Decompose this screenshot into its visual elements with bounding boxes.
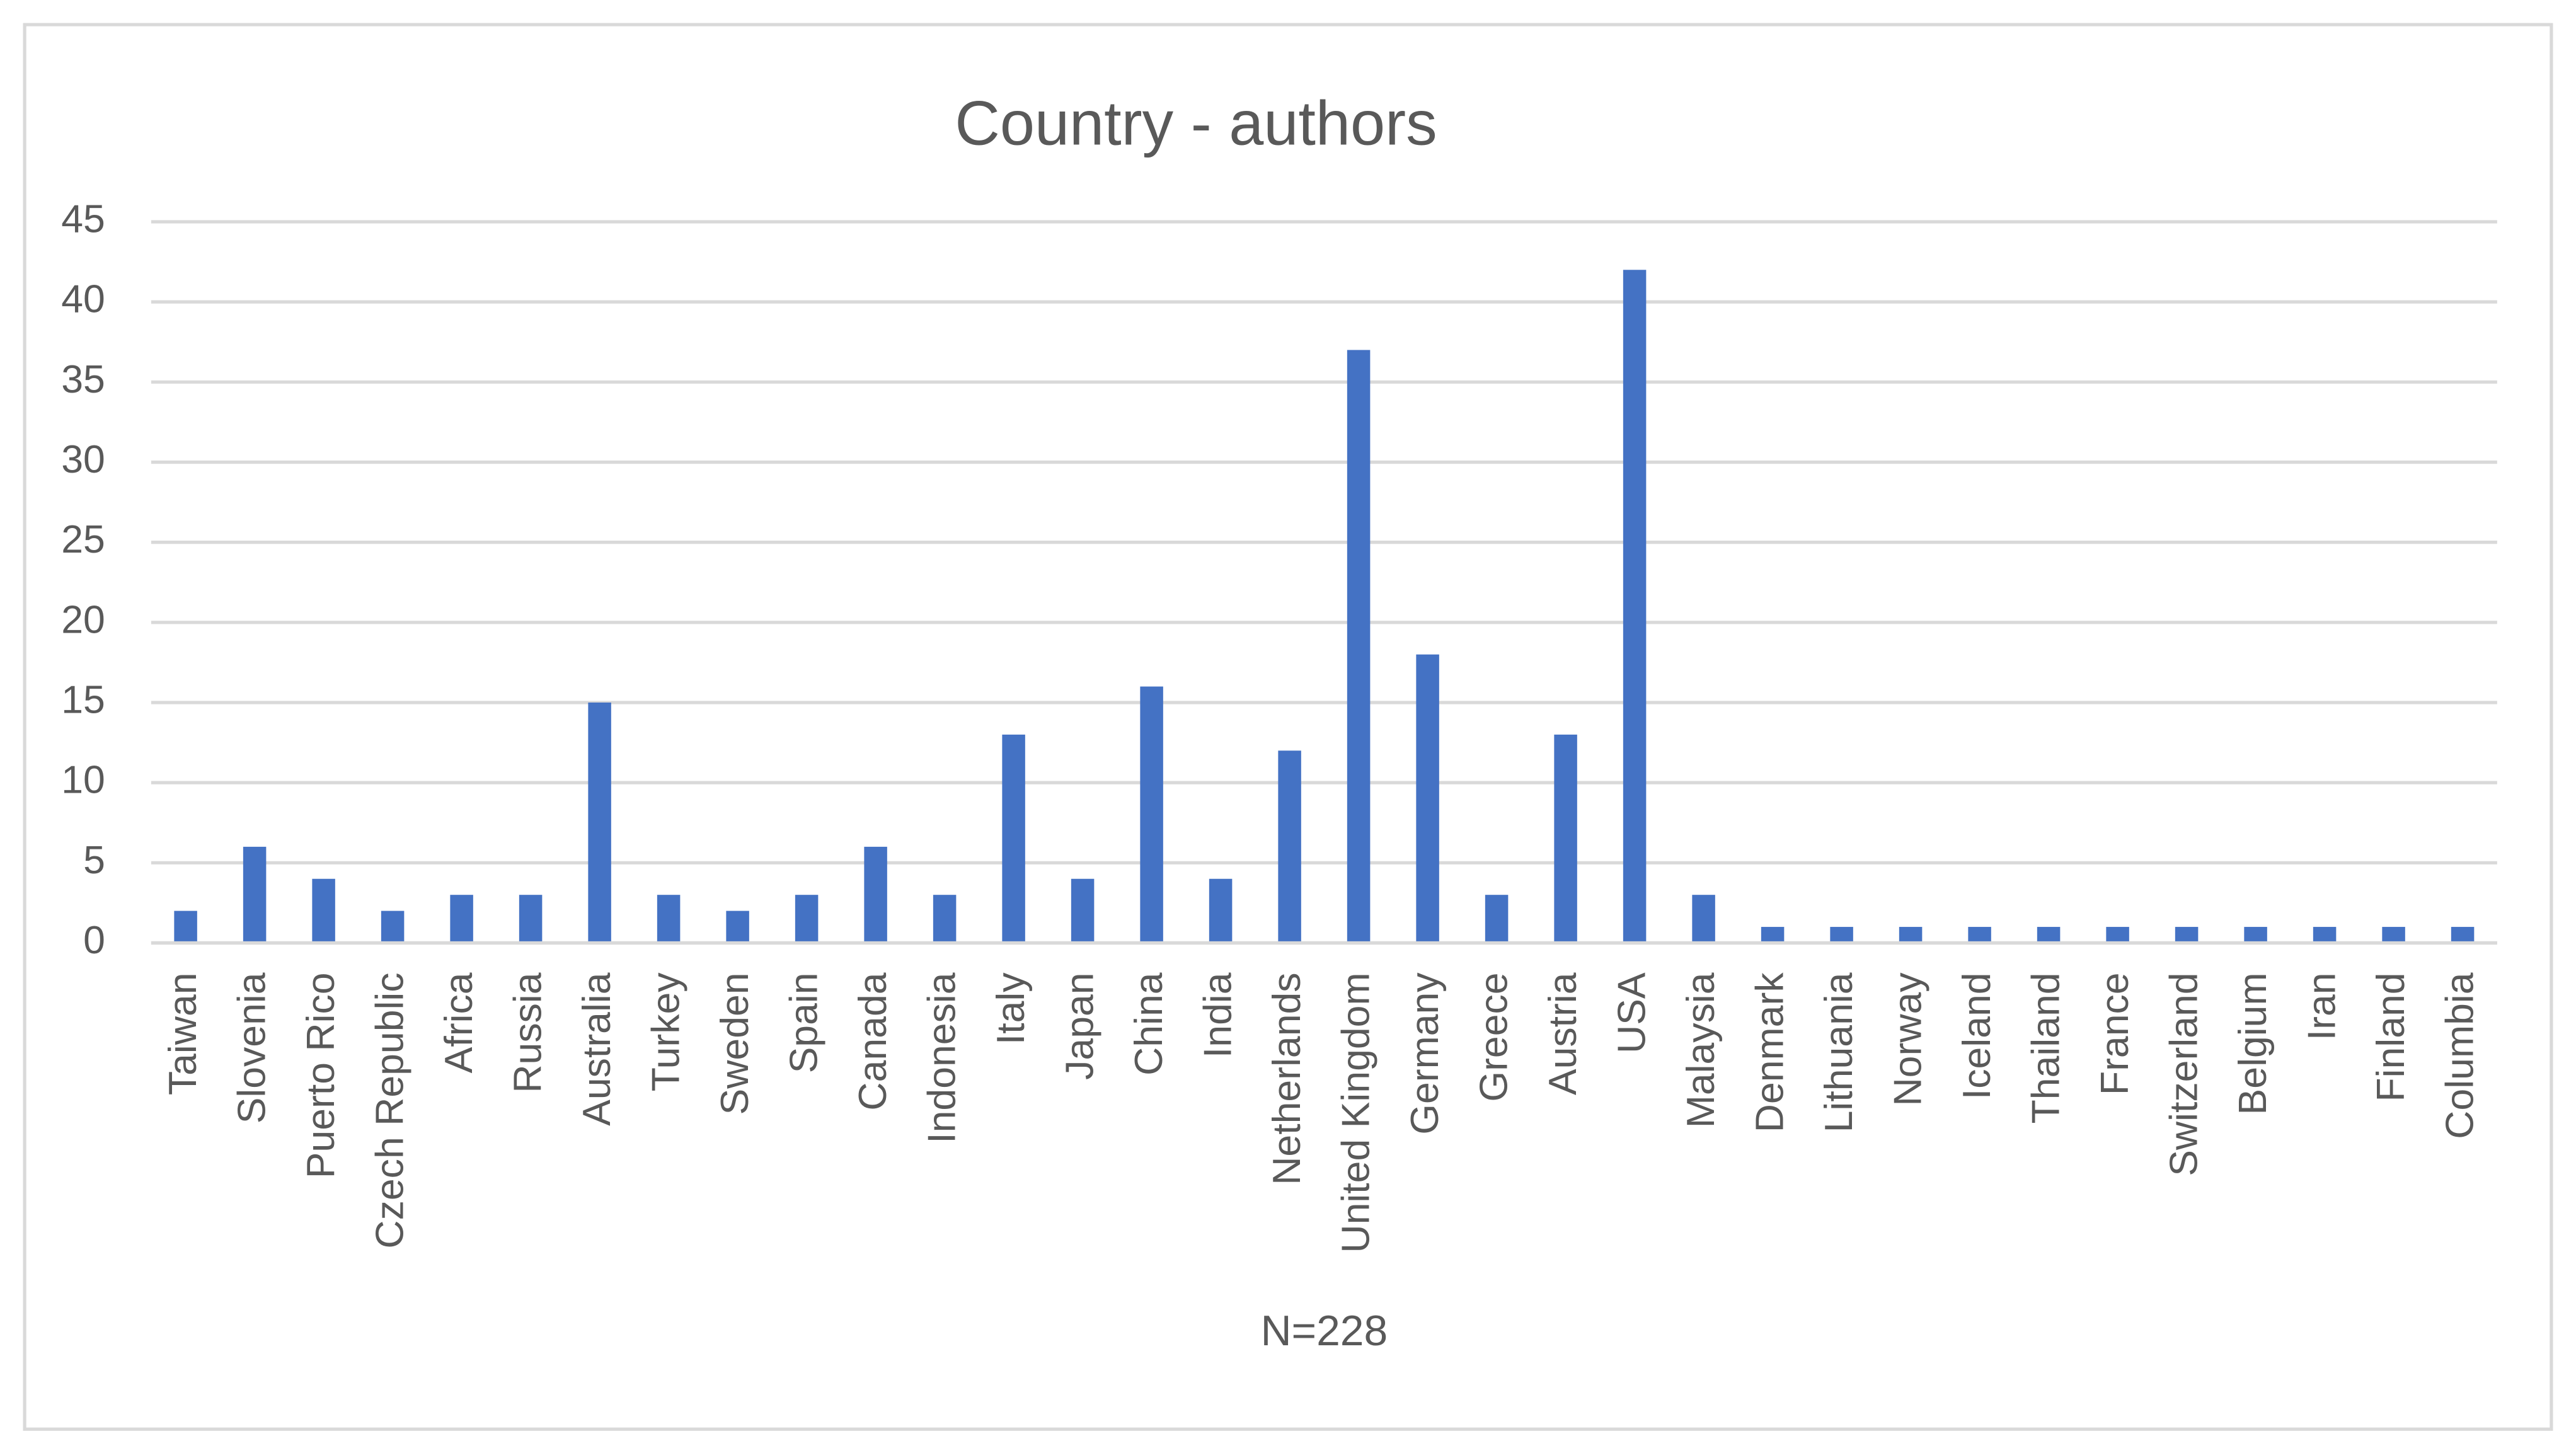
bar	[1347, 350, 1371, 943]
bar	[2037, 927, 2061, 943]
y-tick-label: 5	[83, 838, 105, 882]
bar	[519, 895, 543, 943]
bar	[381, 910, 405, 943]
x-tick-label: Czech Republic	[368, 972, 412, 1248]
bar	[1071, 878, 1095, 943]
x-tick-label: United Kingdom	[1334, 972, 1378, 1253]
x-tick-label: Africa	[437, 972, 481, 1073]
bar	[933, 895, 957, 943]
bar	[1830, 927, 1853, 943]
bar	[1002, 734, 1025, 943]
x-tick-label: Norway	[1886, 972, 1930, 1106]
x-tick-label: Iran	[2300, 972, 2344, 1040]
y-tick-label: 40	[61, 277, 105, 321]
x-tick-label: Malaysia	[1679, 972, 1723, 1128]
x-tick-label: Lithuania	[1817, 972, 1861, 1132]
x-tick-label: Belgium	[2231, 972, 2275, 1115]
x-tick-label: Finland	[2369, 972, 2413, 1101]
bar	[1485, 895, 1509, 943]
y-tick-label: 20	[61, 597, 105, 641]
x-tick-label: USA	[1610, 972, 1654, 1054]
bar	[2175, 927, 2199, 943]
bar	[1278, 750, 1301, 943]
bar	[1416, 654, 1439, 943]
x-tick-label: China	[1127, 972, 1171, 1076]
x-tick-label: Germany	[1403, 972, 1447, 1135]
x-tick-label: Indonesia	[920, 972, 964, 1144]
bar	[1554, 734, 1577, 943]
x-tick-label: Spain	[782, 972, 826, 1073]
x-tick-label: Puerto Rico	[299, 972, 343, 1178]
x-tick-label: India	[1196, 972, 1240, 1058]
y-tick-label: 15	[61, 678, 105, 722]
x-tick-label: France	[2093, 972, 2137, 1095]
x-tick-label: Russia	[506, 972, 550, 1093]
bar	[795, 895, 819, 943]
y-tick-label: 25	[61, 517, 105, 561]
bar	[2451, 927, 2475, 943]
x-tick-label: Sweden	[713, 972, 757, 1115]
x-tick-label: Denmark	[1748, 972, 1792, 1133]
bar	[243, 846, 267, 943]
bar	[1761, 927, 1785, 943]
y-tick-label: 45	[61, 197, 105, 241]
bar	[312, 878, 335, 943]
bar	[1140, 686, 1163, 943]
x-tick-label: Turkey	[644, 972, 688, 1092]
x-tick-label: Columbia	[2438, 972, 2482, 1139]
bar	[657, 895, 681, 943]
bar	[726, 910, 749, 943]
bar	[864, 846, 887, 943]
y-tick-label: 30	[61, 437, 105, 481]
x-tick-label: Greece	[1472, 972, 1516, 1101]
bar	[1899, 927, 1923, 943]
x-axis-title: N=228	[1261, 1307, 1388, 1355]
x-tick-label: Austria	[1541, 972, 1585, 1095]
bar	[1968, 927, 1991, 943]
x-tick-label: Italy	[989, 972, 1033, 1045]
bar	[174, 910, 197, 943]
bar	[1209, 878, 1233, 943]
x-tick-label: Taiwan	[161, 972, 205, 1095]
x-tick-label: Japan	[1058, 972, 1102, 1079]
bar	[2382, 927, 2405, 943]
bar	[2106, 927, 2129, 943]
x-tick-label: Australia	[575, 972, 619, 1126]
bar	[588, 702, 611, 943]
x-tick-label: Canada	[851, 972, 895, 1110]
bar	[2313, 927, 2337, 943]
x-tick-label: Netherlands	[1265, 972, 1309, 1185]
y-tick-label: 0	[83, 918, 105, 962]
y-tick-label: 10	[61, 758, 105, 802]
x-tick-label: Slovenia	[230, 972, 274, 1123]
bar	[1623, 270, 1647, 943]
bar	[450, 895, 473, 943]
bar	[2244, 927, 2267, 943]
x-tick-label: Iceland	[1955, 972, 1999, 1100]
x-tick-label: Thailand	[2024, 972, 2068, 1123]
chart-border	[23, 23, 2553, 1431]
y-tick-label: 35	[61, 357, 105, 401]
bar	[1692, 895, 1715, 943]
x-tick-label: Switzerland	[2162, 972, 2206, 1176]
chart-title: Country - authors	[955, 88, 1437, 158]
